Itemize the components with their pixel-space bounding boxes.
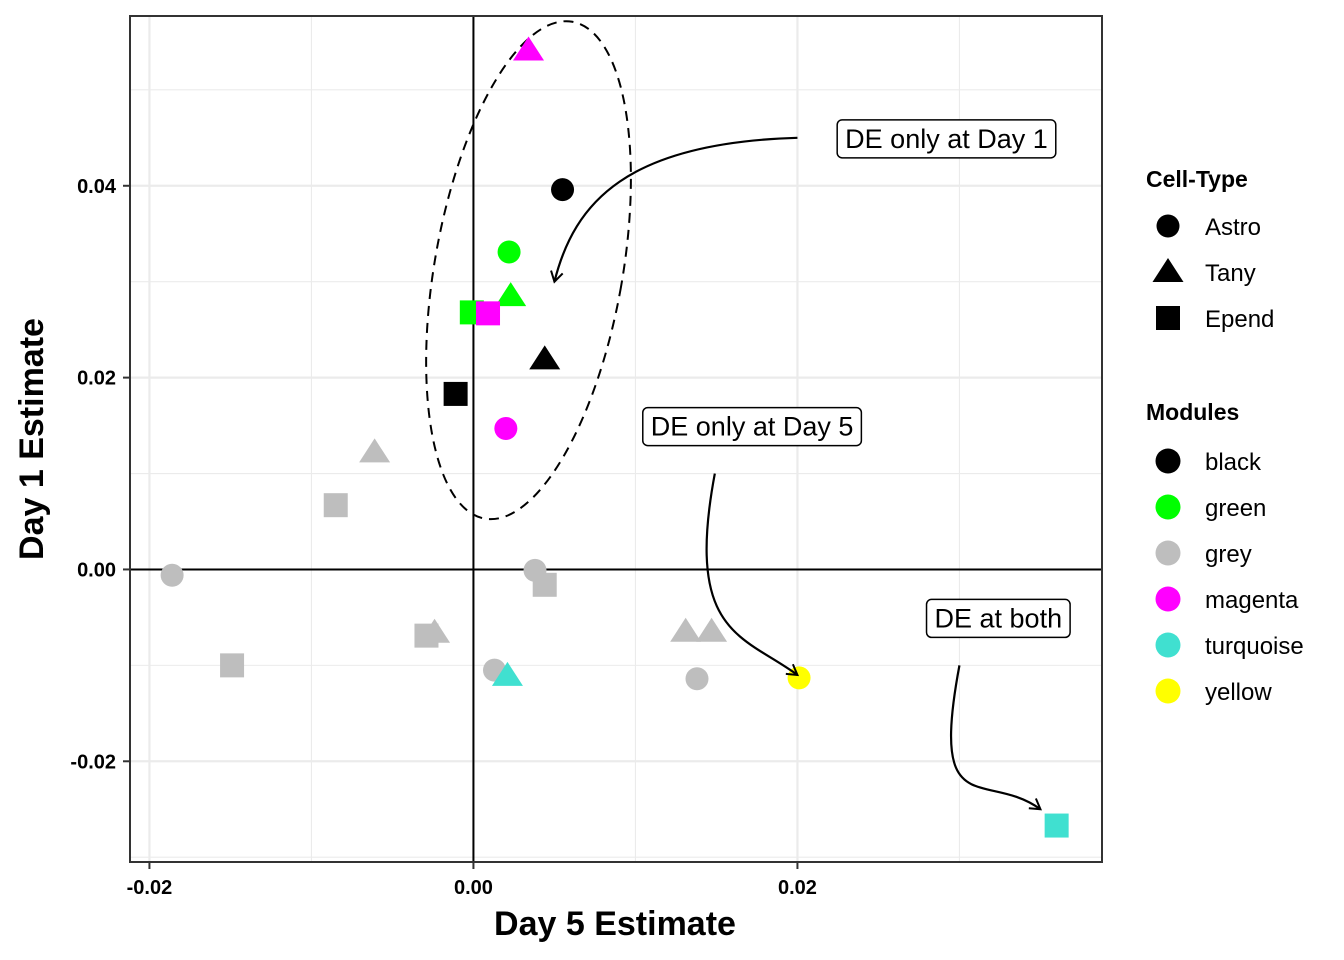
point-grey-tany: [419, 618, 451, 643]
point-green-astro: [497, 240, 521, 264]
annotation-arrow-1: [705, 473, 800, 677]
annotation-box-1: [642, 406, 863, 447]
legend-label-astro: Astro: [1205, 214, 1261, 241]
data-points: [160, 36, 1069, 838]
legend: Cell-Type Astro Tany Epend Modules black gr…: [1146, 166, 1304, 706]
point-black-tany: [529, 345, 561, 370]
point-grey-astro: [685, 667, 709, 691]
point-turquoise-epend: [1044, 813, 1069, 838]
legend-key-turquoise: [1155, 632, 1181, 658]
point-black-astro: [551, 178, 575, 202]
annotation-arrow-0: [550, 136, 798, 284]
point-green-tany: [495, 282, 527, 307]
legend-key-tany: [1152, 258, 1184, 282]
y-axis-title: Day 1 Estimate: [13, 318, 51, 560]
annotation-label-1: DE only at Day 5: [651, 412, 854, 442]
x-tick-label-0: 0.00: [454, 877, 493, 899]
legend-key-black: [1155, 448, 1181, 474]
legend-label-green: green: [1205, 495, 1266, 522]
highlight-ellipse: [425, 20, 632, 521]
point-grey-epend: [532, 572, 557, 597]
x-tick-label-002: -0.02: [127, 877, 173, 899]
annotation-box-0: [836, 119, 1057, 159]
legend-label-grey: grey: [1205, 541, 1252, 568]
y-tick-label-002: -0.02: [70, 751, 116, 773]
point-black-epend: [443, 381, 468, 406]
legend-label-turquoise: turquoise: [1205, 633, 1304, 660]
legend-label-tany: Tany: [1205, 260, 1256, 287]
legend-label-epend: Epend: [1205, 306, 1274, 333]
x-axis-title: Day 5 Estimate: [494, 905, 736, 943]
highlight-ellipse-group: [425, 20, 632, 521]
legend-key-yellow: [1155, 678, 1181, 704]
point-magenta-astro: [494, 416, 518, 440]
plot-panel-border: [129, 15, 1103, 863]
legend-key-green: [1155, 494, 1181, 520]
point-grey-epend: [323, 493, 348, 518]
point-magenta-tany: [513, 36, 545, 61]
y-tick-label-004: 0.04: [77, 176, 117, 198]
legend-key-epend: [1156, 306, 1180, 330]
y-tick-label-002: 0.02: [77, 368, 116, 390]
point-magenta-epend: [476, 301, 501, 326]
annotations: DE only at Day 1 DE only at Day 5 DE at bo…: [550, 119, 1071, 811]
point-grey-tany: [359, 438, 391, 463]
annotation-arrow-2: [950, 665, 1043, 811]
legend-key-grey: [1155, 540, 1181, 566]
point-grey-astro: [160, 563, 184, 587]
point-grey-tany: [670, 617, 702, 642]
legend-label-magenta: magenta: [1205, 587, 1299, 614]
x-axis-ticks: -0.02 0.00 0.02: [127, 862, 817, 899]
legend-title-cell-type: Cell-Type: [1146, 166, 1248, 192]
annotation-box-2: [925, 598, 1071, 639]
point-grey-epend: [220, 653, 245, 678]
legend-key-astro: [1156, 214, 1180, 238]
reference-lines: [130, 16, 1102, 862]
annotation-label-2: DE at both: [935, 603, 1063, 633]
legend-label-yellow: yellow: [1205, 679, 1272, 706]
legend-key-magenta: [1155, 586, 1181, 612]
x-tick-label-002: 0.02: [778, 877, 817, 899]
legend-shape-items: Astro Tany Epend: [1152, 214, 1274, 333]
point-grey-tany: [696, 617, 728, 642]
legend-title-modules: Modules: [1146, 399, 1239, 425]
legend-module-items: black green grey magenta turquoise yellow: [1155, 448, 1304, 706]
annotation-label-0: DE only at Day 1: [845, 124, 1048, 154]
y-tick-label-0: 0.00: [77, 559, 116, 581]
legend-label-black: black: [1205, 449, 1262, 476]
point-turquoise-tany: [491, 661, 523, 686]
y-axis-ticks: -0.02 0.00 0.02 0.04: [70, 176, 130, 773]
